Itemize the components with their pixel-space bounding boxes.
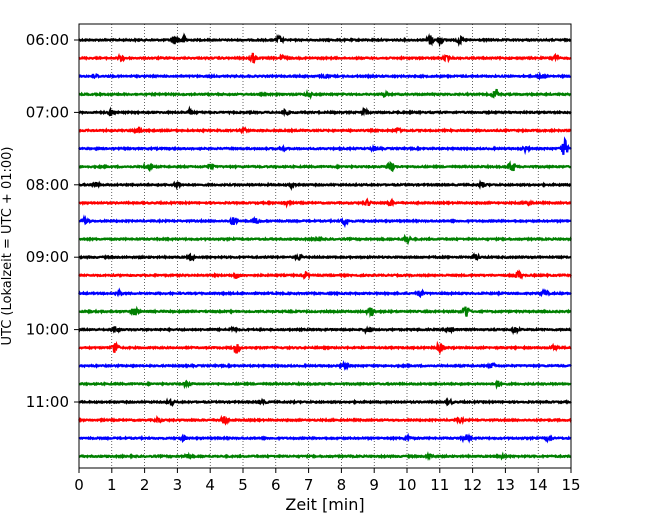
x-tick-label: 6 (271, 476, 281, 494)
x-tick-label: 7 (304, 476, 314, 494)
trace-line (78, 432, 572, 444)
trace-line (78, 105, 572, 118)
trace-line (78, 359, 572, 371)
x-tick-label: 8 (337, 476, 347, 494)
trace-line (78, 179, 572, 191)
y-tick-label: 08:00 (26, 176, 69, 194)
x-tick-label: 12 (463, 476, 482, 494)
trace-line (78, 287, 572, 299)
trace-line (78, 252, 572, 262)
trace-line (78, 136, 572, 156)
trace-line (78, 396, 572, 407)
x-tick-label: 10 (397, 476, 416, 494)
trace-line (78, 233, 572, 246)
trace-line (78, 52, 572, 64)
trace-line (78, 160, 572, 173)
x-tick-label: 9 (369, 476, 379, 494)
y-axis-title: UTC (Lokalzeit = UTC + 01:00) (0, 147, 15, 346)
y-tick-label: 10:00 (26, 321, 69, 339)
y-tick-label: 11:00 (26, 393, 69, 411)
trace-line (78, 379, 572, 390)
trace-line (78, 340, 572, 355)
trace-line (78, 197, 572, 209)
x-tick-label: 2 (140, 476, 150, 494)
x-tick-label: 1 (107, 476, 117, 494)
y-axis-ticks: 06:00 07:00 08:00 09:00 10:00 11:00 (26, 31, 79, 411)
x-tick-label: 4 (205, 476, 215, 494)
x-axis-ticks: 0 1 2 3 4 5 6 7 8 9 10 11 12 13 14 15 (74, 468, 581, 494)
trace-line (78, 214, 572, 229)
x-tick-label: 11 (430, 476, 449, 494)
x-axis-title: Zeit [min] (285, 495, 364, 514)
trace-line (78, 451, 572, 461)
x-tick-label: 15 (561, 476, 580, 494)
trace-line (78, 88, 572, 100)
x-grid (111, 24, 539, 468)
x-tick-label: 13 (496, 476, 515, 494)
trace-lines (78, 32, 572, 461)
trace-line (78, 269, 572, 281)
x-tick-label: 14 (529, 476, 548, 494)
trace-line (78, 71, 572, 81)
trace-line (78, 414, 572, 426)
trace-line (78, 32, 572, 48)
trace-line (78, 126, 572, 135)
trace-line (78, 305, 572, 319)
plot-frame (78, 23, 572, 469)
x-tick-label: 5 (238, 476, 248, 494)
y-tick-label: 07:00 (26, 103, 69, 121)
trace-line (78, 325, 572, 336)
y-tick-label: 09:00 (26, 248, 69, 266)
x-tick-label: 3 (173, 476, 183, 494)
y-tick-label: 06:00 (26, 31, 69, 49)
x-tick-label: 0 (74, 476, 84, 494)
